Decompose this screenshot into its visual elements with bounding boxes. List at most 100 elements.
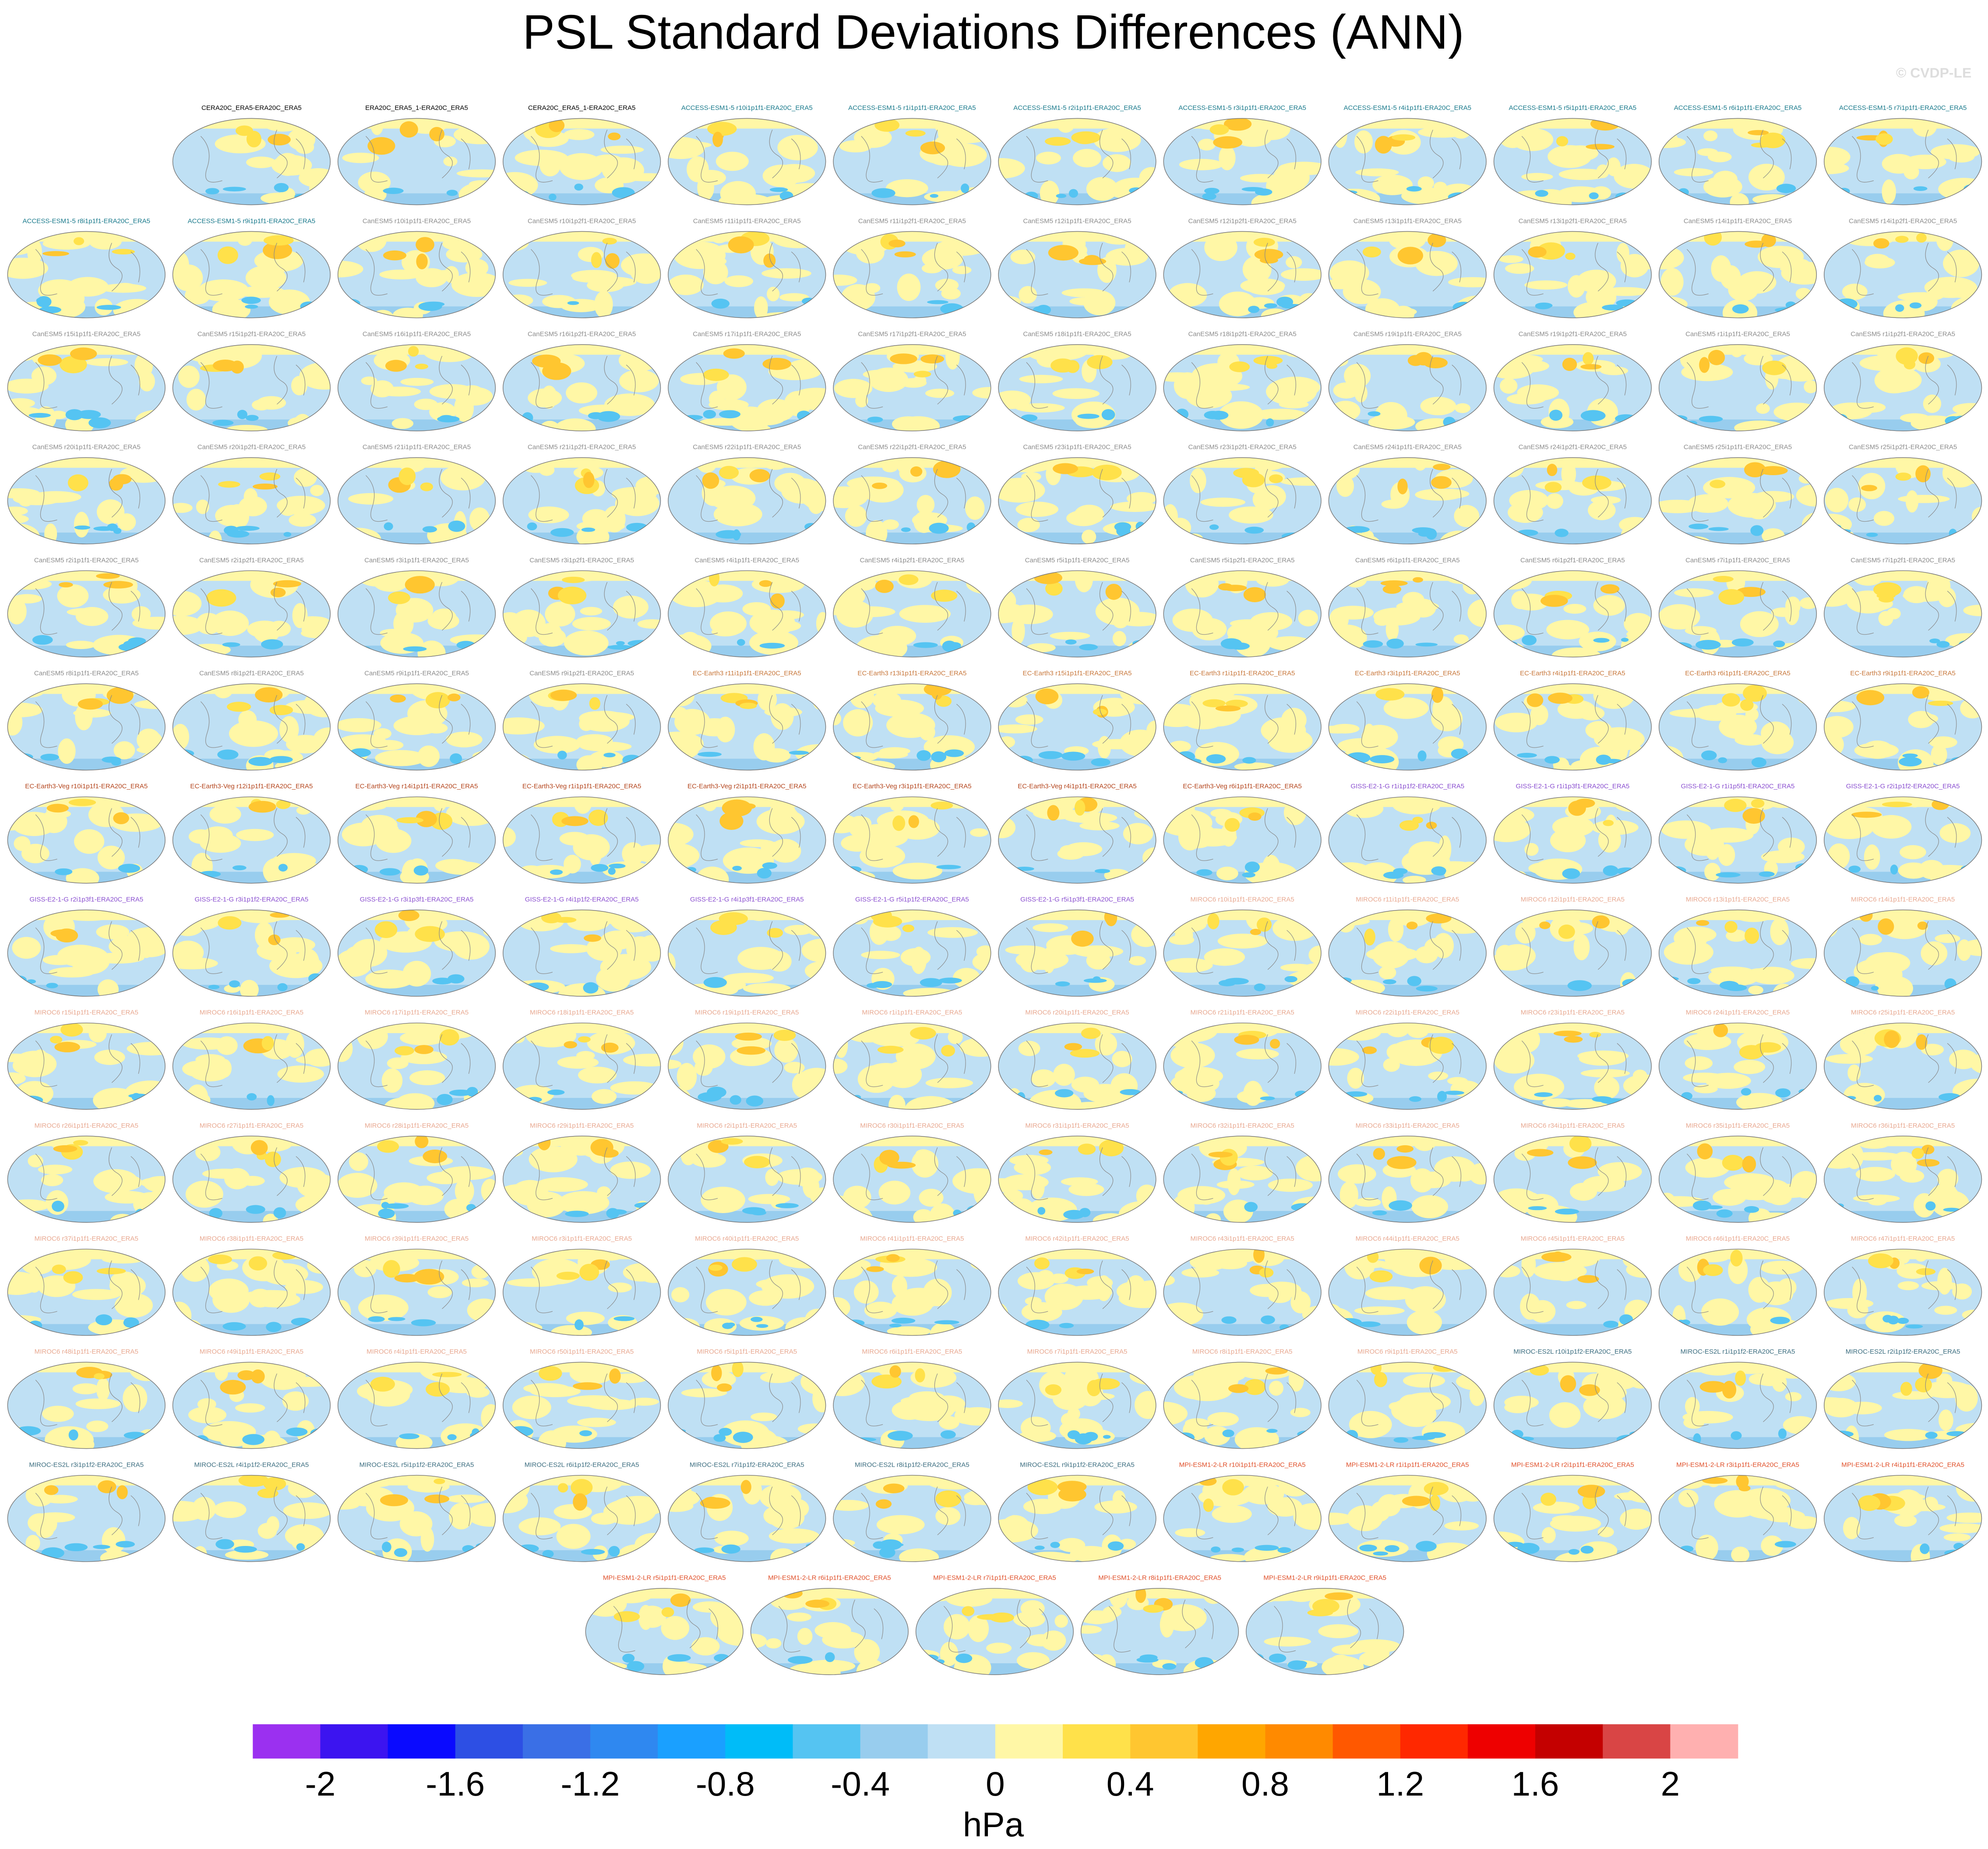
- map-blob: [1262, 854, 1280, 881]
- map-blob: [1494, 1321, 1502, 1327]
- map-blob: [342, 526, 357, 544]
- map-blob: [1181, 797, 1195, 822]
- map-blob: [1081, 1027, 1101, 1039]
- map-blob: [1583, 352, 1594, 365]
- map-band: [1329, 533, 1487, 544]
- map-blob: [962, 1606, 975, 1616]
- map-blob: [714, 1531, 749, 1546]
- map-blob: [1338, 1164, 1376, 1184]
- coastline: [861, 695, 966, 748]
- map-band: [173, 1324, 331, 1336]
- map-blob: [1504, 419, 1529, 431]
- map-blob: [1389, 1200, 1412, 1211]
- map-blob: [1290, 1408, 1311, 1417]
- map-blob: [173, 1315, 187, 1322]
- map-panel: ACCESS-ESM1-5 r3i1p1f1-ERA20C_ERA5: [1163, 104, 1322, 205]
- panel-title: CanESM5 r16i1p2f1-ERA20C_ERA5: [528, 330, 636, 338]
- map-blob: [563, 129, 595, 140]
- map-blob: [1329, 862, 1374, 883]
- panel-title: CanESM5 r7i1p2f1-ERA20C_ERA5: [1851, 557, 1955, 564]
- map-blob: [1266, 1429, 1278, 1433]
- map-blob: [1055, 981, 1070, 987]
- map-blob: [668, 981, 680, 985]
- map-band: [173, 872, 331, 883]
- map-blob: [67, 277, 109, 297]
- coastline: [944, 1599, 1049, 1653]
- map-panel: CanESM5 r15i1p1f1-ERA20C_ERA5: [7, 330, 166, 431]
- map-field: [503, 457, 661, 544]
- map-blob: [872, 981, 892, 988]
- map-blob: [398, 467, 416, 485]
- map-blob: [1093, 709, 1107, 716]
- map-blob: [35, 406, 56, 430]
- map-band: [1494, 1362, 1652, 1373]
- coastline: [696, 356, 801, 409]
- map-blob: [1406, 1310, 1442, 1335]
- map-panel: CanESM5 r16i1p2f1-ERA20C_ERA5: [503, 330, 661, 431]
- map-blob: [1741, 1088, 1752, 1096]
- map-panel: CanESM5 r2i1p2f1-ERA20C_ERA5: [172, 557, 331, 658]
- map-panel: MIROC6 r43i1p1f1-ERA20C_ERA5: [1163, 1235, 1322, 1336]
- map-blob: [1018, 1041, 1040, 1056]
- map-blob: [1683, 1073, 1727, 1083]
- map-outline: [337, 231, 496, 318]
- map-blob: [338, 1249, 363, 1257]
- map-band: [1824, 684, 1982, 694]
- map-blob: [634, 1202, 658, 1209]
- map-blob: [1240, 174, 1281, 183]
- map-blob: [1798, 1089, 1811, 1095]
- map-blob: [439, 415, 454, 422]
- map-blob: [190, 1063, 229, 1082]
- map-field: [1824, 1249, 1982, 1336]
- map-blob: [1434, 181, 1447, 192]
- map-blob: [1704, 231, 1722, 246]
- coastline: [200, 1486, 306, 1539]
- map-blob: [1917, 1159, 1940, 1167]
- map-blob: [384, 1203, 409, 1209]
- map-blob: [1868, 1253, 1893, 1268]
- map-band: [1824, 1362, 1982, 1373]
- map-band: [1329, 1475, 1487, 1486]
- map-blob: [1344, 363, 1371, 388]
- map-field: [668, 231, 826, 318]
- map-blob: [367, 137, 395, 155]
- map-blob: [173, 913, 204, 936]
- map-band: [7, 910, 166, 920]
- map-blob: [1562, 357, 1577, 371]
- map-blob: [1136, 1657, 1159, 1663]
- map-blob: [1540, 1493, 1557, 1506]
- map-band: [998, 984, 1156, 996]
- map-blob: [74, 525, 91, 530]
- map-blob: [767, 951, 792, 972]
- map-blob: [1064, 1043, 1082, 1051]
- map-field: [668, 1362, 826, 1449]
- map-blob: [206, 589, 236, 607]
- map-blob: [1541, 1252, 1572, 1262]
- map-blob: [759, 580, 772, 587]
- map-blob: [1116, 526, 1131, 537]
- map-panel: CanESM5 r17i1p2f1-ERA20C_ERA5: [833, 330, 991, 431]
- map-blob: [1261, 1315, 1275, 1324]
- map-blob: [1494, 571, 1523, 580]
- map-blob: [1388, 917, 1404, 942]
- map-blob: [1049, 1274, 1068, 1284]
- map-blob: [383, 250, 406, 261]
- map-blob: [1915, 465, 1931, 483]
- map-blob: [1593, 638, 1610, 643]
- panel-title: MIROC6 r16i1p1f1-ERA20C_ERA5: [200, 1009, 303, 1016]
- map-blob: [1333, 1249, 1362, 1258]
- map-blob: [627, 640, 653, 647]
- map-field: [1329, 910, 1487, 996]
- map-outline: [998, 118, 1156, 205]
- map-blob: [899, 574, 919, 585]
- map-blob: [13, 1051, 57, 1077]
- map-band: [1659, 231, 1817, 242]
- coastline: [1521, 1373, 1627, 1426]
- map-panel: CanESM5 r2i1p1f1-ERA20C_ERA5: [7, 557, 166, 658]
- map-blob: [229, 720, 278, 747]
- map-blob: [1374, 1372, 1388, 1387]
- map-field: [1659, 1362, 1817, 1449]
- map-blob: [413, 865, 429, 876]
- map-blob: [1242, 757, 1256, 764]
- map-field: [503, 571, 661, 657]
